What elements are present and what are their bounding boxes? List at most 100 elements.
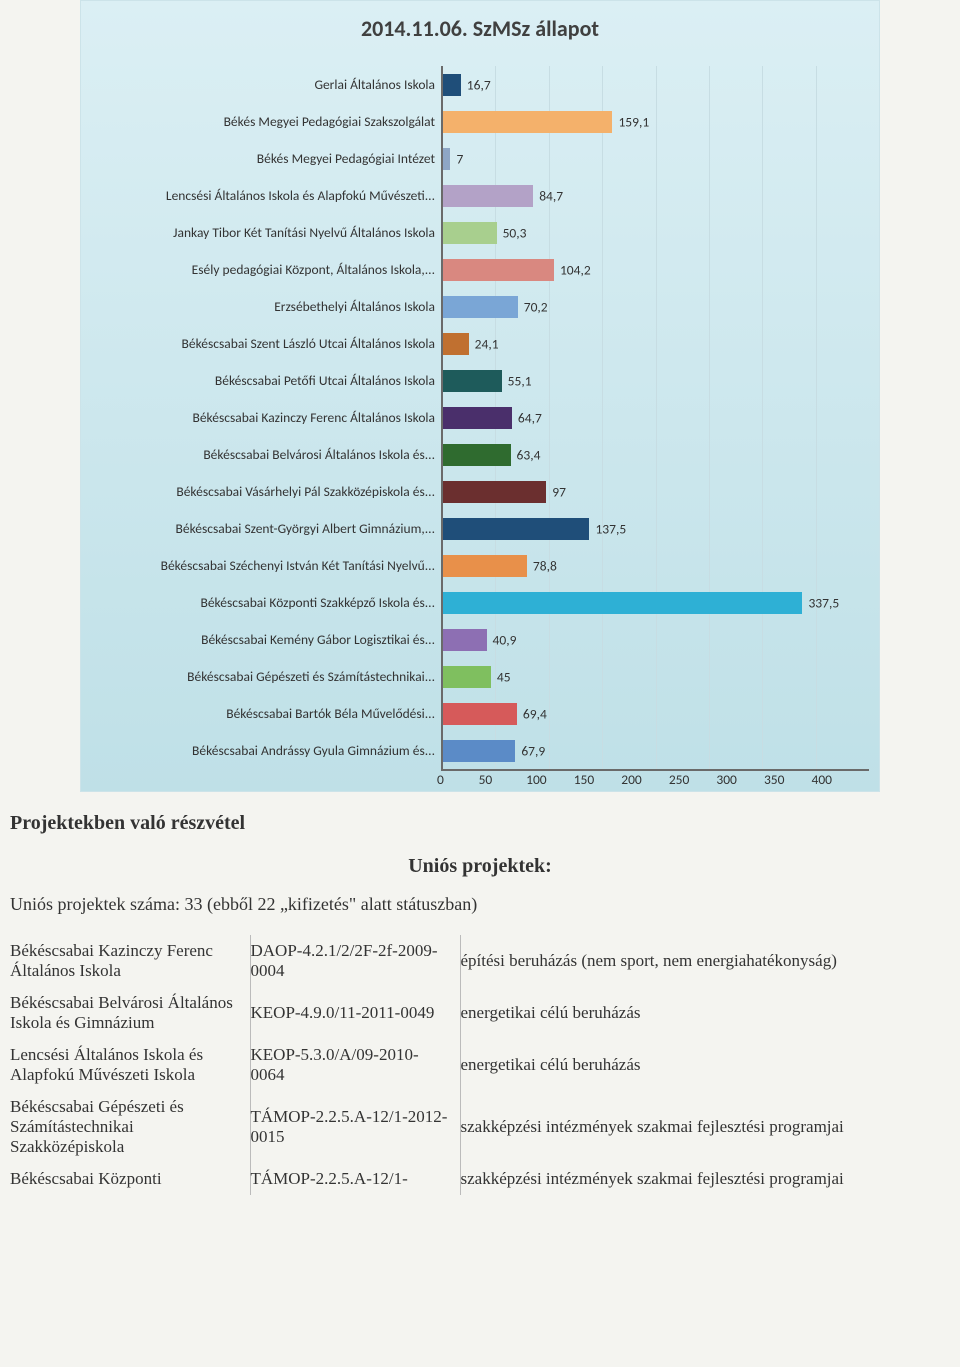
bar-row: 64,7 — [443, 399, 869, 436]
bar-value: 78,8 — [533, 557, 557, 574]
table-cell-org: Békéscsabai Gépészeti és Számítástechnik… — [10, 1091, 250, 1163]
table-cell-desc: építési beruházás (nem sport, nem energi… — [460, 935, 950, 987]
projects-table: Békéscsabai Kazinczy Ferenc Általános Is… — [10, 935, 950, 1195]
bar-row: 337,5 — [443, 584, 869, 621]
bar-value: 137,5 — [595, 520, 626, 537]
bar-label: Békéscsabai Belvárosi Általános Iskola é… — [91, 436, 441, 473]
chart-title: 2014.11.06. SzMSz állapot — [91, 15, 869, 42]
bar-row: 70,2 — [443, 288, 869, 325]
bar: 40,9 — [443, 629, 487, 651]
bar-label: Békéscsabai Petőfi Utcai Általános Iskol… — [91, 362, 441, 399]
bar-row: 24,1 — [443, 325, 869, 362]
bar-label: Békéscsabai Andrássy Gyula Gimnázium és.… — [91, 732, 441, 769]
bar-value: 67,9 — [521, 742, 545, 759]
bar-label: Békéscsabai Vásárhelyi Pál Szakközépisko… — [91, 473, 441, 510]
bar: 7 — [443, 148, 450, 170]
table-cell-org: Békéscsabai Belvárosi Általános Iskola é… — [10, 987, 250, 1039]
table-cell-desc: energetikai célú beruházás — [460, 987, 950, 1039]
bar-label: Békéscsabai Kazinczy Ferenc Általános Is… — [91, 399, 441, 436]
table-cell-desc: szakképzési intézmények szakmai fejleszt… — [460, 1163, 950, 1195]
table-cell-code: KEOP-4.9.0/11-2011-0049 — [250, 987, 460, 1039]
bar: 137,5 — [443, 518, 589, 540]
bar-row: 45 — [443, 658, 869, 695]
bar-row: 97 — [443, 473, 869, 510]
plot-area: 16,7 159,1 7 84,7 50,3 104,2 70,2 24,1 55,1 64,7 6… — [441, 66, 869, 771]
bar-value: 159,1 — [618, 113, 649, 130]
bar-row: 69,4 — [443, 695, 869, 732]
bar-value: 45 — [497, 668, 511, 685]
bar-row: 159,1 — [443, 103, 869, 140]
bar-value: 16,7 — [467, 76, 491, 93]
bar: 64,7 — [443, 407, 512, 429]
bar: 69,4 — [443, 703, 517, 725]
bar-row: 78,8 — [443, 547, 869, 584]
szmsz-chart: 2014.11.06. SzMSz állapot Gerlai Általán… — [80, 0, 880, 792]
y-axis-labels: Gerlai Általános IskolaBékés Megyei Peda… — [91, 66, 441, 771]
bar-value: 70,2 — [524, 298, 548, 315]
table-cell-desc: energetikai célú beruházás — [460, 1039, 950, 1091]
bar-row: 16,7 — [443, 66, 869, 103]
bar-value: 64,7 — [518, 409, 542, 426]
table-row: Békéscsabai Kazinczy Ferenc Általános Is… — [10, 935, 950, 987]
bar-label: Békéscsabai Bartók Béla Művelődési... — [91, 695, 441, 732]
bar-row: 55,1 — [443, 362, 869, 399]
participation-heading: Projektekben való részvétel — [10, 812, 960, 835]
table-cell-code: TÁMOP-2.2.5.A-12/1- — [250, 1163, 460, 1195]
bar: 55,1 — [443, 370, 502, 392]
bar-label: Békéscsabai Gépészeti és Számítástechnik… — [91, 658, 441, 695]
table-cell-org: Békéscsabai Kazinczy Ferenc Általános Is… — [10, 935, 250, 987]
eu-projects-count: Uniós projektek száma: 33 (ebből 22 „kif… — [10, 894, 950, 915]
table-row: Békéscsabai KözpontiTÁMOP-2.2.5.A-12/1-s… — [10, 1163, 950, 1195]
bar-row: 40,9 — [443, 621, 869, 658]
table-row: Lencsési Általános Iskola és Alapfokú Mű… — [10, 1039, 950, 1091]
table-row: Békéscsabai Gépészeti és Számítástechnik… — [10, 1091, 950, 1163]
eu-projects-heading: Uniós projektek: — [0, 855, 960, 878]
bar: 50,3 — [443, 222, 497, 244]
bar-label: Békéscsabai Szent-Györgyi Albert Gimnázi… — [91, 510, 441, 547]
bar: 84,7 — [443, 185, 533, 207]
bar-value: 97 — [552, 483, 566, 500]
bar: 45 — [443, 666, 491, 688]
table-cell-code: DAOP-4.2.1/2/2F-2f-2009-0004 — [250, 935, 460, 987]
chart-plot: Gerlai Általános IskolaBékés Megyei Peda… — [91, 66, 869, 771]
bar-label: Lencsési Általános Iskola és Alapfokú Mű… — [91, 177, 441, 214]
bar-row: 104,2 — [443, 251, 869, 288]
bar: 70,2 — [443, 296, 518, 318]
bar: 63,4 — [443, 444, 511, 466]
bar-label: Békéscsabai Központi Szakképző Iskola és… — [91, 584, 441, 621]
bar: 97 — [443, 481, 546, 503]
bar-value: 84,7 — [539, 187, 563, 204]
bar-value: 40,9 — [493, 631, 517, 648]
table-cell-desc: szakképzési intézmények szakmai fejleszt… — [460, 1091, 950, 1163]
bar-value: 69,4 — [523, 705, 547, 722]
bar-row: 67,9 — [443, 732, 869, 769]
bar: 159,1 — [443, 111, 612, 133]
table-row: Békéscsabai Belvárosi Általános Iskola é… — [10, 987, 950, 1039]
bar-row: 63,4 — [443, 436, 869, 473]
bar-value: 50,3 — [503, 224, 527, 241]
table-cell-code: TÁMOP-2.2.5.A-12/1-2012-0015 — [250, 1091, 460, 1163]
bar-label: Békéscsabai Széchenyi István Két Tanítás… — [91, 547, 441, 584]
bar: 67,9 — [443, 740, 515, 762]
table-cell-code: KEOP-5.3.0/A/09-2010-0064 — [250, 1039, 460, 1091]
bar-value: 104,2 — [560, 261, 591, 278]
bar-label: Békés Megyei Pedagógiai Szakszolgálat — [91, 103, 441, 140]
bar-label: Erzsébethelyi Általános Iskola — [91, 288, 441, 325]
bar: 104,2 — [443, 259, 554, 281]
bar-label: Békés Megyei Pedagógiai Intézet — [91, 140, 441, 177]
bar: 337,5 — [443, 592, 802, 614]
bar-label: Jankay Tibor Két Tanítási Nyelvű Általán… — [91, 214, 441, 251]
bar-label: Esély pedagógiai Központ, Általános Isko… — [91, 251, 441, 288]
table-cell-org: Békéscsabai Központi — [10, 1163, 250, 1195]
bars: 16,7 159,1 7 84,7 50,3 104,2 70,2 24,1 55,1 64,7 6… — [443, 66, 869, 769]
bar-label: Békéscsabai Szent László Utcai Általános… — [91, 325, 441, 362]
bar-row: 7 — [443, 140, 869, 177]
bar-value: 55,1 — [508, 372, 532, 389]
bar-row: 50,3 — [443, 214, 869, 251]
bar: 24,1 — [443, 333, 469, 355]
bar-value: 337,5 — [808, 594, 839, 611]
bar-value: 24,1 — [475, 335, 499, 352]
bar-value: 7 — [456, 150, 463, 167]
bar-value: 63,4 — [517, 446, 541, 463]
bar-label: Gerlai Általános Iskola — [91, 66, 441, 103]
